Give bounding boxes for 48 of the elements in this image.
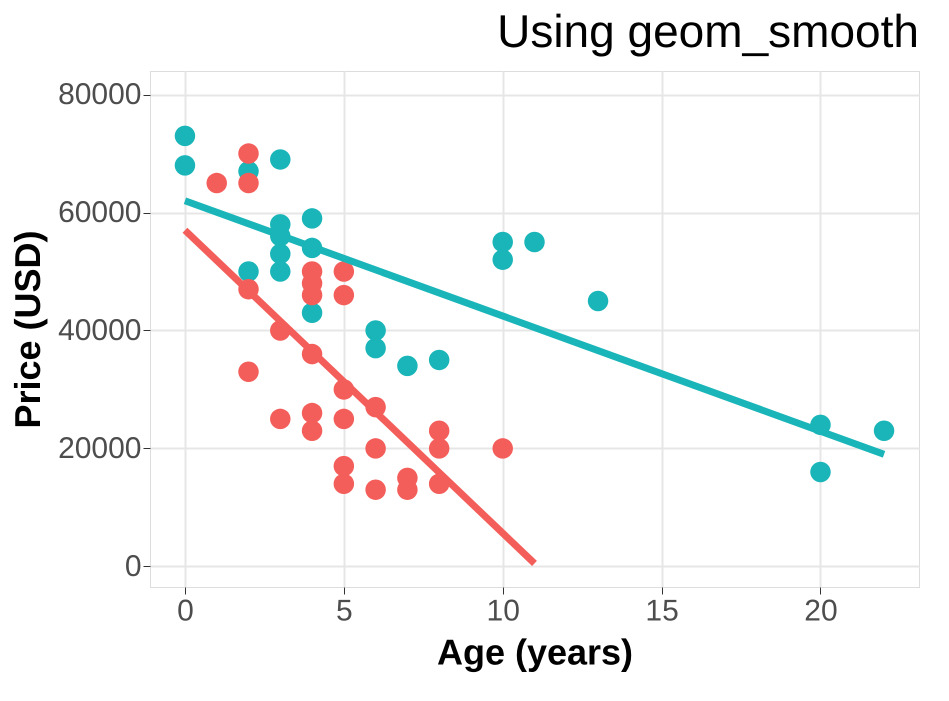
point	[238, 172, 259, 194]
point	[302, 420, 322, 441]
y-tick-label: 40000	[58, 314, 142, 347]
point	[302, 302, 322, 324]
point	[302, 208, 322, 229]
point	[174, 126, 196, 146]
point	[174, 155, 196, 176]
point	[428, 438, 450, 459]
x-tick-label: 15	[645, 594, 679, 628]
point	[334, 408, 354, 430]
point	[428, 350, 450, 370]
point	[206, 172, 227, 194]
point	[397, 356, 418, 376]
point	[238, 261, 259, 282]
point	[238, 362, 259, 382]
point	[492, 249, 513, 270]
point	[365, 320, 386, 341]
point	[810, 462, 831, 482]
point	[270, 408, 291, 430]
point	[334, 456, 354, 476]
point	[270, 261, 291, 282]
point	[270, 244, 291, 264]
point	[428, 420, 450, 441]
point	[588, 290, 608, 312]
point	[492, 232, 513, 252]
x-tick-label: 10	[486, 594, 520, 628]
point	[524, 232, 545, 252]
point	[874, 420, 894, 441]
point	[365, 438, 386, 459]
x-tick-label: 20	[804, 594, 838, 628]
point	[334, 474, 354, 494]
point	[365, 479, 386, 500]
y-tick-label: 80000	[58, 78, 142, 112]
x-tick-label: 0	[177, 594, 194, 628]
y-tick-label: 20000	[58, 432, 142, 465]
point	[492, 438, 513, 459]
x-axis-title: Age (years)	[436, 632, 634, 672]
chart-title: Using geom_smooth	[497, 5, 919, 57]
y-tick-label: 60000	[58, 196, 142, 230]
point	[302, 402, 322, 424]
point	[334, 261, 354, 282]
point	[365, 338, 386, 358]
point	[238, 143, 259, 164]
point	[270, 149, 291, 170]
y-axis-title: Price (USD)	[7, 230, 48, 429]
y-tick-label: 0	[124, 550, 142, 583]
point	[334, 284, 354, 306]
x-tick-label: 5	[336, 594, 353, 628]
